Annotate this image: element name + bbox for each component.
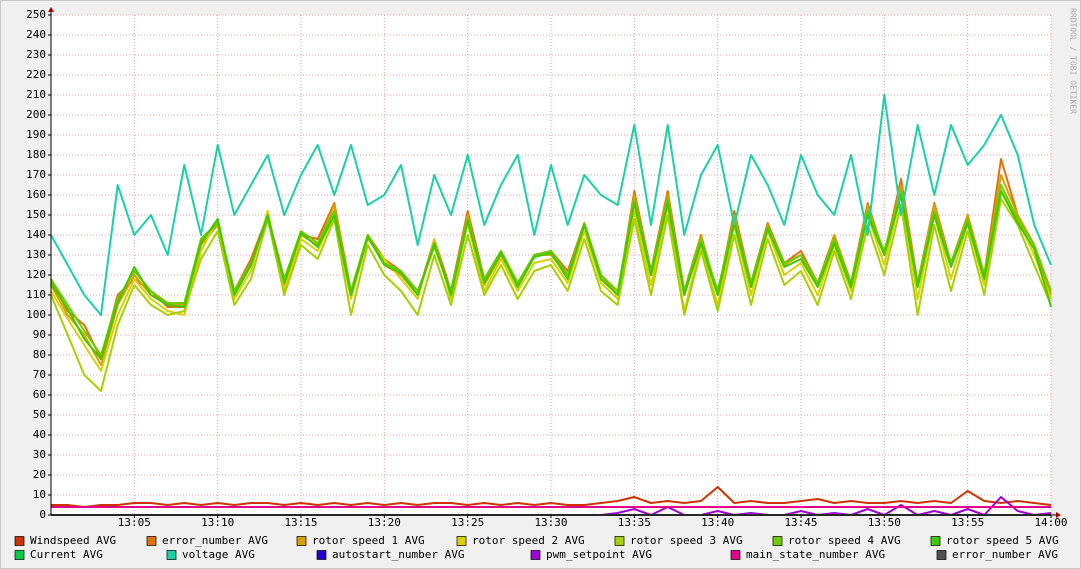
legend-swatch	[146, 536, 157, 546]
y-tick-label: 240	[26, 28, 46, 41]
y-tick-label: 190	[26, 128, 46, 141]
legend-swatch	[772, 536, 783, 546]
y-tick-label: 20	[33, 468, 46, 481]
watermark: RRDTOOL / TOBI OETIKER	[1069, 8, 1078, 114]
legend-swatch	[456, 536, 467, 546]
x-tick-label: 14:00	[1034, 516, 1067, 529]
y-tick-label: 180	[26, 148, 46, 161]
x-tick-label: 13:45	[784, 516, 817, 529]
axes: 0 10 20 30 40 50 60 70 80 90 100 110 120 130 140 150 160…	[26, 7, 1068, 529]
legend-label: voltage AVG	[182, 548, 255, 561]
legend-label: error_number AVG	[162, 534, 268, 547]
legend-swatch	[614, 536, 625, 546]
y-tick-label: 50	[33, 408, 46, 421]
legend-label: main_state_number AVG	[746, 548, 885, 561]
series-line	[51, 486, 1052, 508]
x-tick-label: 13:40	[701, 516, 734, 529]
y-tick-label: 210	[26, 88, 46, 101]
legend-label: pwm_setpoint AVG	[546, 548, 652, 561]
y-tick-label: 10	[33, 488, 46, 501]
y-tick-label: 170	[26, 168, 46, 181]
y-tick-label: 250	[26, 8, 46, 21]
legend-label: autostart_number AVG	[332, 548, 464, 561]
y-tick-label: 230	[26, 48, 46, 61]
y-tick-label: 140	[26, 228, 46, 241]
y-tick-label: 30	[33, 448, 46, 461]
x-tick-label: 13:15	[284, 516, 317, 529]
series-line	[50, 198, 1052, 392]
x-tick-label: 13:30	[534, 516, 567, 529]
x-tick-label: 13:50	[868, 516, 901, 529]
x-tick-label: 13:55	[951, 516, 984, 529]
legend-swatch	[930, 536, 941, 546]
y-tick-label: 100	[26, 308, 46, 321]
y-tick-label: 130	[26, 248, 46, 261]
legend-label: rotor speed 3 AVG	[630, 534, 743, 547]
legend-label: Windspeed AVG	[30, 534, 116, 547]
legend-swatch	[166, 550, 177, 560]
legend-label: error_number AVG	[952, 548, 1058, 561]
y-tick-label: 70	[33, 368, 46, 381]
legend-label: rotor speed 4 AVG	[788, 534, 901, 547]
x-tick-label: 13:20	[368, 516, 401, 529]
legend-swatch	[14, 536, 25, 546]
legend-swatch	[530, 550, 541, 560]
x-tick-label: 13:35	[618, 516, 651, 529]
y-tick-label: 110	[26, 288, 46, 301]
series-line	[50, 94, 1052, 316]
y-tick-label: 60	[33, 388, 46, 401]
series-line	[50, 190, 1052, 360]
legend-swatch	[936, 550, 947, 560]
y-tick-label: 40	[33, 428, 46, 441]
legend-label: rotor speed 1 AVG	[312, 534, 425, 547]
x-tick-label: 13:25	[451, 516, 484, 529]
legend-swatch	[14, 550, 25, 560]
legend: Windspeed AVG error_number AVG rotor speed…	[14, 534, 1059, 561]
y-tick-label: 160	[26, 188, 46, 201]
x-arrow	[1056, 512, 1061, 518]
legend-label: rotor speed 5 AVG	[946, 534, 1059, 547]
x-tick-label: 13:05	[118, 516, 151, 529]
legend-swatch	[316, 550, 327, 560]
y-tick-label: 150	[26, 208, 46, 221]
legend-label: Current AVG	[30, 548, 103, 561]
y-arrow	[48, 7, 54, 12]
legend-label: rotor speed 2 AVG	[472, 534, 585, 547]
y-tick-label: 80	[33, 348, 46, 361]
legend-swatch	[296, 536, 307, 546]
x-tick-label: 13:10	[201, 516, 234, 529]
y-tick-label: 120	[26, 268, 46, 281]
y-tick-label: 220	[26, 68, 46, 81]
y-tick-label: 90	[33, 328, 46, 341]
y-tick-label: 200	[26, 108, 46, 121]
legend-swatch	[730, 550, 741, 560]
y-tick-label: 0	[39, 508, 46, 521]
